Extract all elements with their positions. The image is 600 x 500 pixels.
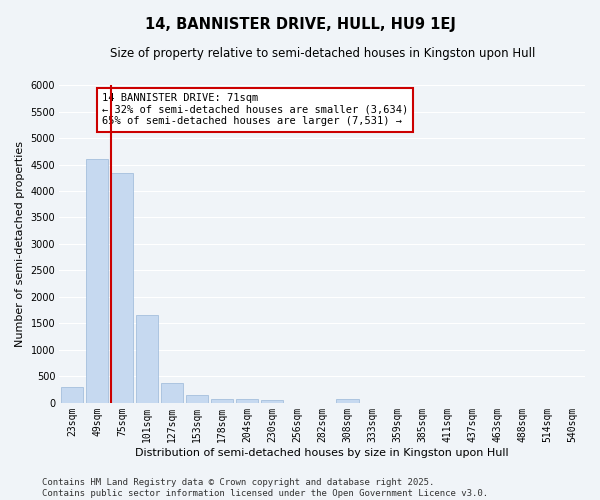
Y-axis label: Number of semi-detached properties: Number of semi-detached properties [15, 141, 25, 347]
Bar [111, 172, 133, 402]
Bar [236, 400, 259, 402]
Bar [86, 160, 108, 402]
Bar [336, 400, 359, 402]
X-axis label: Distribution of semi-detached houses by size in Kingston upon Hull: Distribution of semi-detached houses by … [136, 448, 509, 458]
Text: 14, BANNISTER DRIVE, HULL, HU9 1EJ: 14, BANNISTER DRIVE, HULL, HU9 1EJ [145, 18, 455, 32]
Bar [161, 383, 184, 402]
Title: Size of property relative to semi-detached houses in Kingston upon Hull: Size of property relative to semi-detach… [110, 48, 535, 60]
Bar [136, 316, 158, 402]
Bar [211, 398, 233, 402]
Bar [61, 386, 83, 402]
Bar [261, 400, 283, 402]
Bar [186, 395, 208, 402]
Text: 14 BANNISTER DRIVE: 71sqm
← 32% of semi-detached houses are smaller (3,634)
65% : 14 BANNISTER DRIVE: 71sqm ← 32% of semi-… [102, 93, 408, 126]
Text: Contains HM Land Registry data © Crown copyright and database right 2025.
Contai: Contains HM Land Registry data © Crown c… [42, 478, 488, 498]
